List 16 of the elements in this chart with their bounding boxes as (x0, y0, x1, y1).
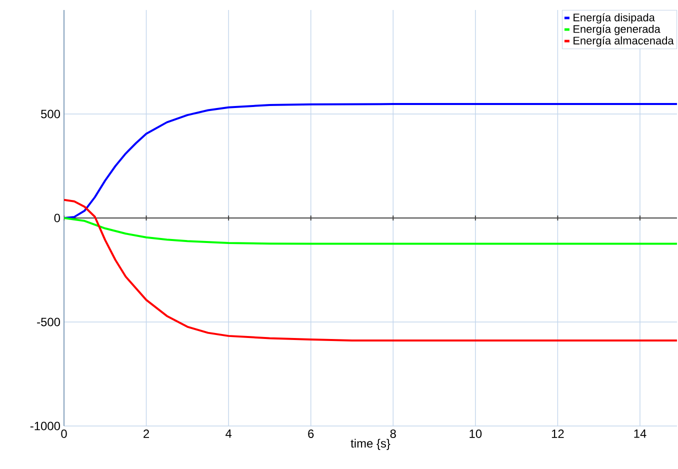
x-tick-label: 8 (390, 430, 396, 438)
y-tick-label: -1000 (30, 422, 60, 430)
y-tick-label: 0 (54, 214, 60, 222)
y-tick-label: 500 (41, 110, 60, 118)
legend-label: Energía almacenada (574, 36, 674, 47)
x-tick-label: 10 (470, 430, 482, 438)
x-tick-label: 2 (144, 430, 150, 438)
x-tick-label: 0 (61, 430, 67, 438)
x-tick-label: 14 (634, 430, 646, 438)
x-tick-label: 4 (226, 430, 232, 438)
x-tick-label: 6 (308, 430, 314, 438)
legend-label: Energía disipada (574, 13, 655, 24)
y-tick-label: -500 (37, 318, 60, 326)
x-tick-label: 12 (552, 430, 564, 438)
legend-label: Energía generada (574, 24, 660, 36)
x-axis-title: time {s} (350, 438, 390, 450)
